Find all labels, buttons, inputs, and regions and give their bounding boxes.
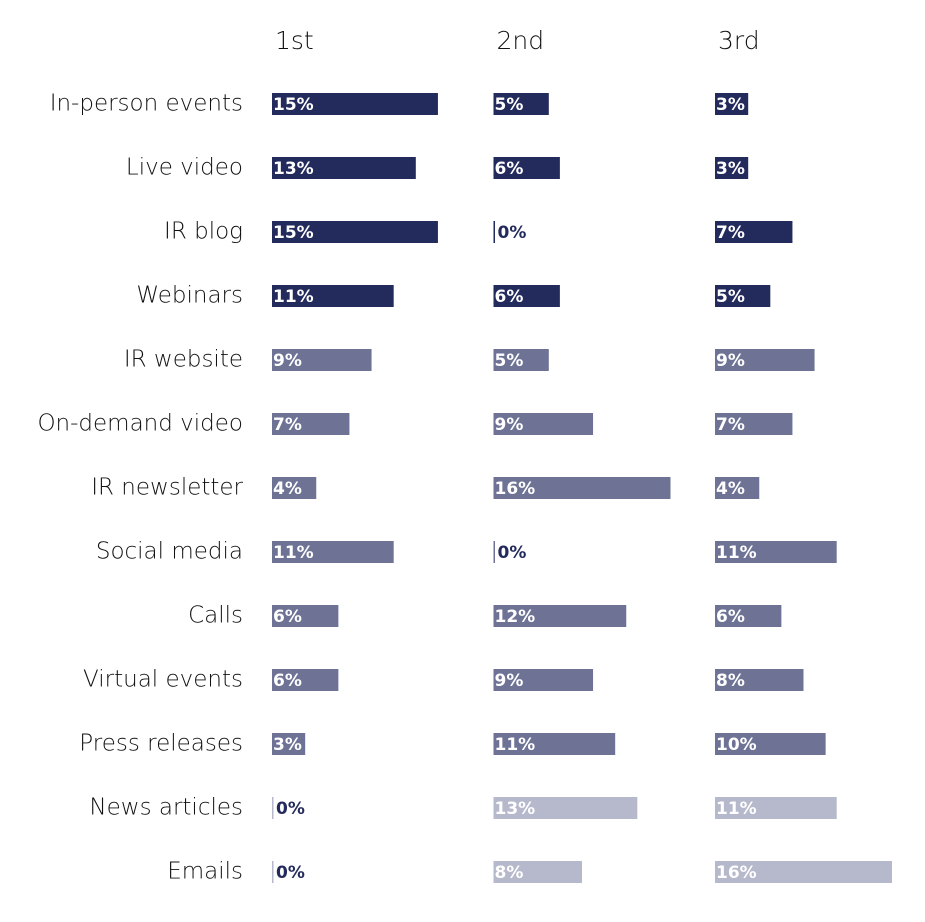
bar <box>715 861 892 883</box>
bar <box>493 157 560 179</box>
bar <box>715 669 804 691</box>
category-label: Live video <box>126 155 243 181</box>
value-label: 9% <box>273 351 302 371</box>
bar <box>493 477 671 499</box>
value-label: 11% <box>495 735 536 755</box>
bar <box>493 413 594 435</box>
value-label: 7% <box>273 415 302 435</box>
bar <box>272 285 394 307</box>
value-label: 6% <box>495 287 524 307</box>
value-label: 9% <box>495 415 524 435</box>
value-label: 13% <box>495 799 536 819</box>
category-label: Social media <box>96 539 243 565</box>
value-label: 15% <box>273 95 314 115</box>
bar <box>493 669 594 691</box>
value-label: 5% <box>495 95 524 115</box>
value-label: 11% <box>716 799 757 819</box>
value-label: 0% <box>276 799 305 819</box>
bar <box>493 861 582 883</box>
value-label: 7% <box>716 223 745 243</box>
bar <box>272 605 339 627</box>
value-label: 13% <box>273 159 314 179</box>
value-label: 6% <box>495 159 524 179</box>
value-label: 0% <box>498 543 527 563</box>
panel-header: 1st <box>275 26 314 55</box>
value-label: 11% <box>716 543 757 563</box>
bar <box>493 797 638 819</box>
value-label: 9% <box>495 671 524 691</box>
value-label: 8% <box>716 671 745 691</box>
bar <box>493 733 616 755</box>
bar <box>272 669 339 691</box>
bar <box>715 349 815 371</box>
value-label: 12% <box>495 607 536 627</box>
category-label: In-person events <box>50 91 243 117</box>
bar <box>715 797 837 819</box>
bar <box>715 93 749 115</box>
value-label: 4% <box>273 479 302 499</box>
value-label: 0% <box>498 223 527 243</box>
value-label: 11% <box>273 287 314 307</box>
category-label: Calls <box>188 603 243 629</box>
panel-header: 3rd <box>718 26 760 55</box>
value-label: 6% <box>273 671 302 691</box>
bar <box>493 541 495 563</box>
value-label: 6% <box>716 607 745 627</box>
bar <box>715 413 793 435</box>
value-label: 16% <box>716 863 757 883</box>
bar <box>493 285 560 307</box>
bar <box>715 733 826 755</box>
value-label: 5% <box>716 287 745 307</box>
bar <box>272 413 350 435</box>
value-label: 9% <box>716 351 745 371</box>
value-label: 6% <box>273 607 302 627</box>
category-label: IR newsletter <box>91 475 243 501</box>
value-label: 15% <box>273 223 314 243</box>
bar <box>715 541 837 563</box>
category-label: News articles <box>89 795 243 821</box>
category-label: Virtual events <box>83 667 243 693</box>
value-label: 4% <box>716 479 745 499</box>
bar <box>272 477 317 499</box>
value-label: 16% <box>495 479 536 499</box>
bar <box>272 157 416 179</box>
bar <box>493 221 495 243</box>
value-label: 7% <box>716 415 745 435</box>
bar <box>272 733 306 755</box>
category-label: Webinars <box>136 283 243 309</box>
value-label: 11% <box>273 543 314 563</box>
value-label: 3% <box>716 159 745 179</box>
bar <box>272 541 394 563</box>
bar <box>715 157 749 179</box>
category-label: Emails <box>167 859 243 885</box>
bar <box>272 221 438 243</box>
bar <box>272 861 274 883</box>
bar <box>493 349 549 371</box>
value-label: 8% <box>495 863 524 883</box>
bar <box>715 477 760 499</box>
value-label: 5% <box>495 351 524 371</box>
bar <box>493 605 627 627</box>
value-label: 0% <box>276 863 305 883</box>
bar <box>715 285 771 307</box>
value-label: 10% <box>716 735 757 755</box>
bar <box>715 605 782 627</box>
bar <box>715 221 793 243</box>
panel-header: 2nd <box>497 26 545 55</box>
category-label: Press releases <box>79 731 243 757</box>
bar <box>272 797 274 819</box>
value-label: 3% <box>716 95 745 115</box>
value-label: 3% <box>273 735 302 755</box>
bar <box>493 93 549 115</box>
bar <box>272 349 372 371</box>
category-label: IR website <box>124 347 243 373</box>
bar <box>272 93 438 115</box>
category-label: IR blog <box>164 219 243 245</box>
category-label: On-demand video <box>37 411 243 437</box>
